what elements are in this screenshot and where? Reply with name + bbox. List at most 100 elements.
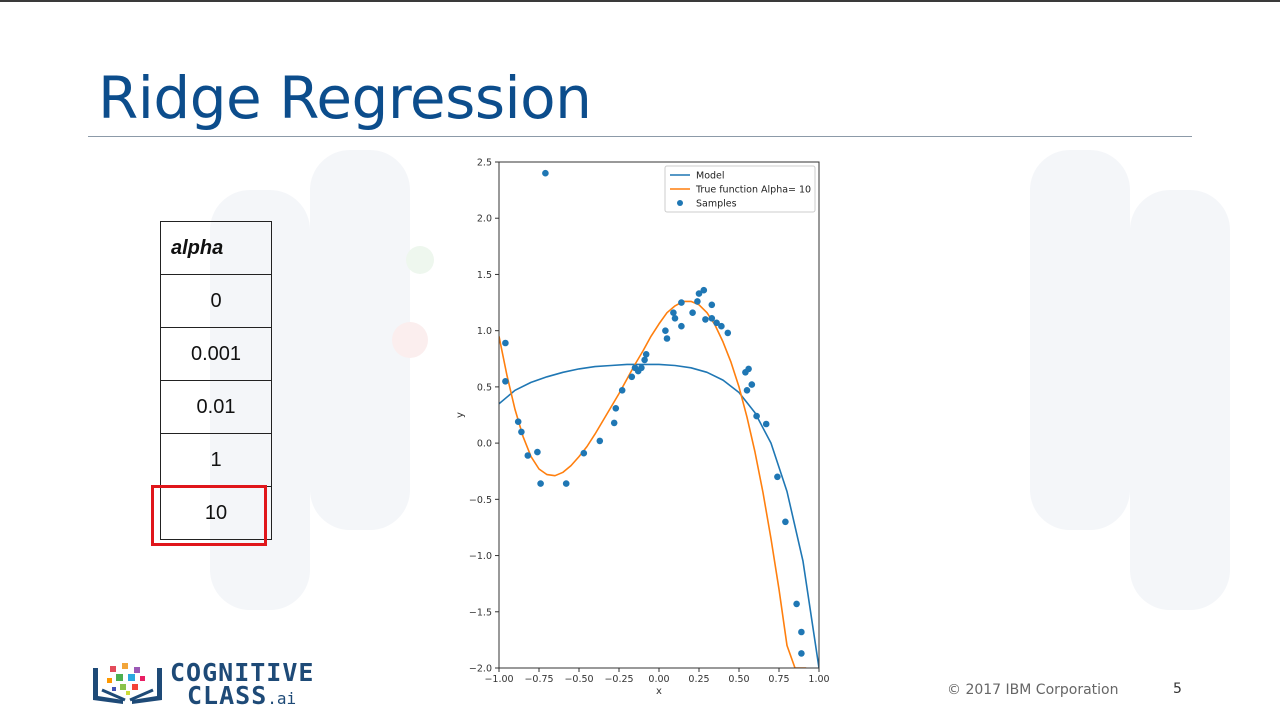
- sample-point: [702, 316, 709, 323]
- logo-class-word: CLASS: [187, 681, 268, 710]
- alpha-value: 0.001: [160, 327, 272, 381]
- alpha-header: alpha: [160, 221, 272, 275]
- sample-point: [782, 518, 789, 526]
- y-tick-label: 1.5: [477, 270, 492, 281]
- table-row: 10: [160, 486, 272, 540]
- chart-canvas: −2.0−1.5−1.0−0.50.00.51.01.52.02.5−1.00−…: [455, 158, 830, 698]
- x-tick-label: 0.50: [728, 674, 749, 685]
- alpha-value: 0.01: [160, 380, 272, 434]
- logo-ai-suffix: .ai: [267, 689, 297, 708]
- sample-point: [514, 418, 522, 426]
- x-tick-label: 0.25: [688, 674, 709, 685]
- x-tick-label: −0.75: [524, 674, 553, 685]
- sample-point: [628, 373, 636, 381]
- y-tick-label: 2.5: [477, 158, 492, 169]
- sample-point: [724, 329, 732, 337]
- sample-point: [798, 628, 805, 636]
- y-tick-label: 0.0: [477, 439, 492, 450]
- sample-point: [718, 322, 725, 330]
- sample-point: [774, 473, 781, 481]
- sample-point: [743, 387, 751, 394]
- legend-marker-swatch: [677, 200, 683, 206]
- logo-text-cognitive: COGNITIVE: [170, 658, 315, 687]
- x-axis-label: x: [656, 686, 662, 697]
- page-number: 5: [1173, 681, 1182, 697]
- sample-point: [502, 339, 509, 347]
- table-row: 0.01: [160, 380, 272, 434]
- sample-point: [798, 650, 805, 657]
- y-tick-label: −0.5: [469, 495, 492, 506]
- sample-point: [708, 301, 716, 309]
- sample-point: [580, 449, 588, 457]
- legend-label: True function Alpha= 10: [695, 185, 811, 196]
- x-tick-label: 0.75: [768, 674, 789, 685]
- alpha-value-selected: 10: [160, 486, 272, 540]
- sample-point: [713, 319, 720, 327]
- x-tick-label: −0.50: [564, 674, 593, 685]
- y-axis-label: y: [455, 412, 466, 418]
- book-brain-icon: [93, 663, 162, 704]
- sample-point: [678, 299, 685, 306]
- legend-label: Samples: [696, 199, 737, 210]
- x-tick-label: 1.00: [808, 674, 829, 685]
- sample-point: [542, 169, 549, 177]
- title-divider: [88, 136, 1192, 137]
- sample-point: [671, 315, 679, 322]
- sample-point: [524, 452, 532, 459]
- series-line-true: [499, 300, 807, 668]
- table-row: 1: [160, 433, 272, 487]
- logo-text-class: CLASS.ai: [187, 683, 296, 711]
- legend-label: Model: [696, 171, 725, 182]
- sample-point: [618, 387, 626, 394]
- sample-point: [537, 480, 544, 487]
- sample-point: [596, 437, 604, 445]
- selected-alpha-highlight: [151, 485, 267, 546]
- copyright-text: © 2017 IBM Corporation: [947, 682, 1119, 698]
- alpha-value: 0: [160, 274, 272, 328]
- sample-point: [694, 298, 701, 305]
- sample-point: [562, 480, 570, 487]
- alpha-table: alpha 0 0.001 0.01 1 10: [160, 221, 272, 540]
- sample-point: [670, 309, 677, 316]
- y-tick-label: 0.5: [477, 382, 492, 393]
- alpha-value: 1: [160, 433, 272, 487]
- sample-point: [762, 420, 770, 428]
- legend-box: [664, 165, 816, 213]
- sample-point: [642, 351, 650, 358]
- sample-point: [534, 448, 541, 456]
- sample-point: [663, 335, 671, 342]
- slide-title: Ridge Regression: [98, 64, 592, 132]
- top-border: [0, 0, 1280, 2]
- sample-point: [700, 286, 708, 294]
- plot-frame: [498, 161, 820, 669]
- series-line-model: [499, 363, 819, 668]
- sample-point: [748, 381, 756, 388]
- sample-point: [753, 412, 760, 420]
- x-tick-label: −1.00: [484, 674, 513, 685]
- sample-point: [678, 322, 685, 330]
- sample-point: [708, 315, 716, 322]
- y-tick-label: 1.0: [477, 326, 492, 337]
- sample-point: [745, 365, 752, 373]
- sample-point: [793, 600, 800, 608]
- sample-point: [610, 419, 618, 427]
- y-tick-label: 2.0: [477, 214, 492, 225]
- sample-point: [502, 378, 509, 385]
- sample-point: [612, 405, 620, 412]
- sample-point: [662, 327, 669, 334]
- sample-point: [638, 364, 645, 372]
- sample-point: [518, 428, 525, 436]
- y-tick-label: −2.0: [469, 664, 492, 675]
- table-row: 0: [160, 274, 272, 328]
- y-tick-label: −1.5: [469, 607, 492, 618]
- sample-point: [689, 309, 696, 316]
- sample-point: [695, 290, 703, 297]
- regression-chart: −2.0 −1.5 −1.0 −0.5 0.0 0.5 1.0 1.5 2.0 2.5 −1.00−…: [448, 150, 848, 700]
- sample-point: [641, 356, 648, 364]
- cognitive-class-logo: COGNITIVE CLASS.ai: [90, 660, 313, 711]
- x-tick-label: −0.25: [604, 674, 633, 685]
- x-tick-label: 0.00: [648, 674, 669, 685]
- table-header-row: alpha: [160, 221, 272, 275]
- table-row: 0.001: [160, 327, 272, 381]
- y-tick-label: −1.0: [469, 551, 492, 562]
